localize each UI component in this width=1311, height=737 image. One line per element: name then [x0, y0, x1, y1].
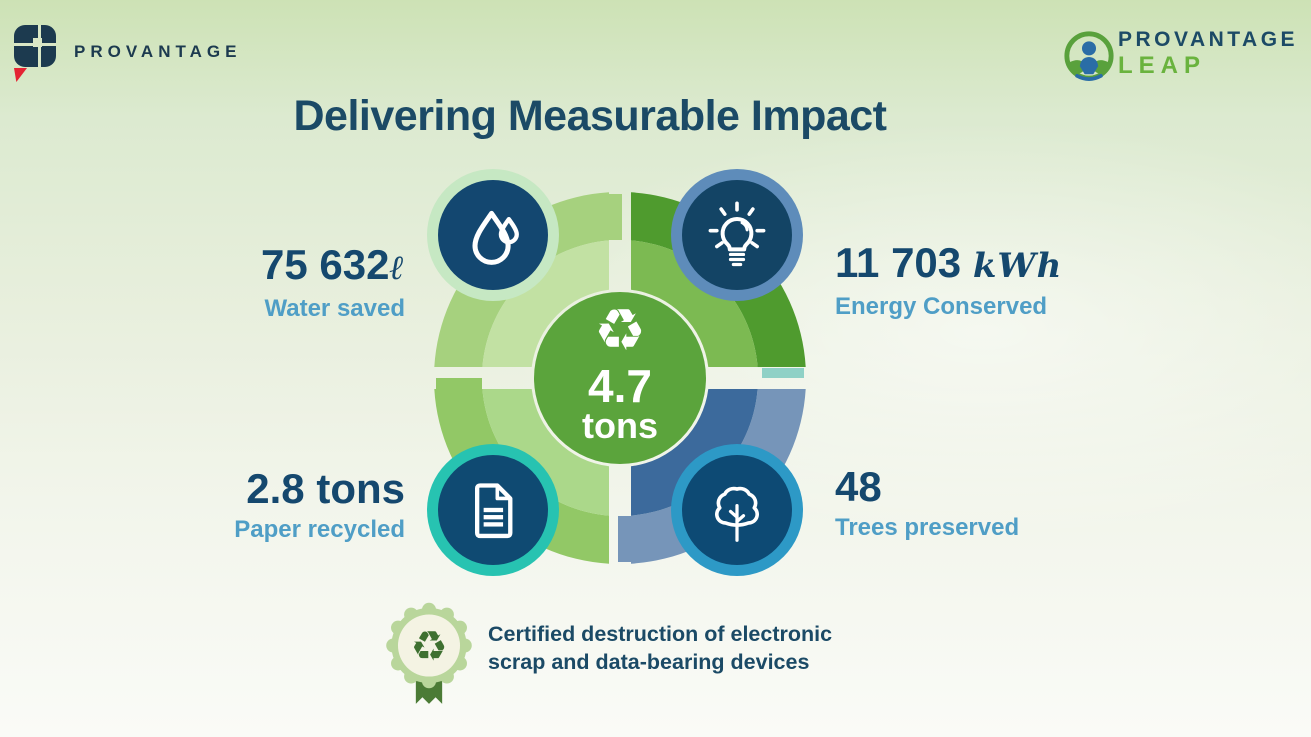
paper-value: 2.8 tons: [246, 465, 405, 512]
recycle-icon: ♻: [594, 298, 646, 363]
certified-badge: ♻: [386, 602, 472, 704]
provantage-logo: PROVANTAGE: [12, 22, 241, 82]
provantage-logo-text: PROVANTAGE: [74, 42, 242, 61]
badge-recycle-icon: ♻: [410, 624, 447, 670]
metric-paper: 2.8 tons Paper recycled: [234, 466, 405, 544]
metric-trees: 48 Trees preserved: [835, 464, 1019, 542]
energy-unit: kWh: [972, 246, 1063, 286]
tree-icon: [715, 486, 759, 542]
donut-quadrant-energy-inner: [631, 240, 758, 367]
provantage-leap-logo: PROVANTAGE LEAP: [1062, 28, 1298, 84]
leap-logo-text-bottom: LEAP: [1118, 52, 1207, 79]
lightbulb-icon: [708, 201, 766, 267]
badge-text-line1: Certified destruction of electronic: [488, 622, 833, 646]
energy-label: Energy Conserved: [835, 293, 1048, 320]
water-bubble: [427, 169, 559, 301]
water-unit: ℓ: [389, 248, 405, 288]
energy-value: 11 703: [835, 239, 962, 286]
tree-bubble: [671, 444, 803, 576]
paper-label: Paper recycled: [234, 516, 405, 543]
donut-quadrant-trees-inner: [631, 389, 758, 516]
donut-quadrant-water-inner: [482, 240, 609, 367]
energy-bubble: [671, 169, 803, 301]
center-total-unit: tons: [582, 405, 658, 446]
water-drop-icon: [472, 210, 519, 265]
paper-bubble: [427, 444, 559, 576]
water-label: Water saved: [264, 295, 405, 322]
water-value: 75 632: [261, 241, 390, 288]
badge-text-line2: scrap and data-bearing devices: [488, 650, 810, 674]
donut-quadrant-paper-inner: [482, 389, 609, 516]
trees-label: Trees preserved: [835, 514, 1020, 541]
provantage-logo-icon: [12, 22, 60, 82]
trees-value: 48: [835, 463, 882, 510]
leap-logo-text-top: PROVANTAGE: [1118, 28, 1299, 51]
donut-center-circle: [534, 292, 706, 464]
leap-logo-icon: [1064, 31, 1114, 82]
page-title: Delivering Measurable Impact: [293, 92, 888, 140]
metric-water: 75 632ℓ Water saved: [261, 242, 405, 323]
center-total-value: 4.7: [588, 360, 652, 412]
document-icon: [475, 483, 513, 539]
badge-text: Certified destruction of electronic scra…: [488, 620, 832, 676]
metric-energy: 11 703 kWh Energy Conserved: [835, 240, 1062, 321]
